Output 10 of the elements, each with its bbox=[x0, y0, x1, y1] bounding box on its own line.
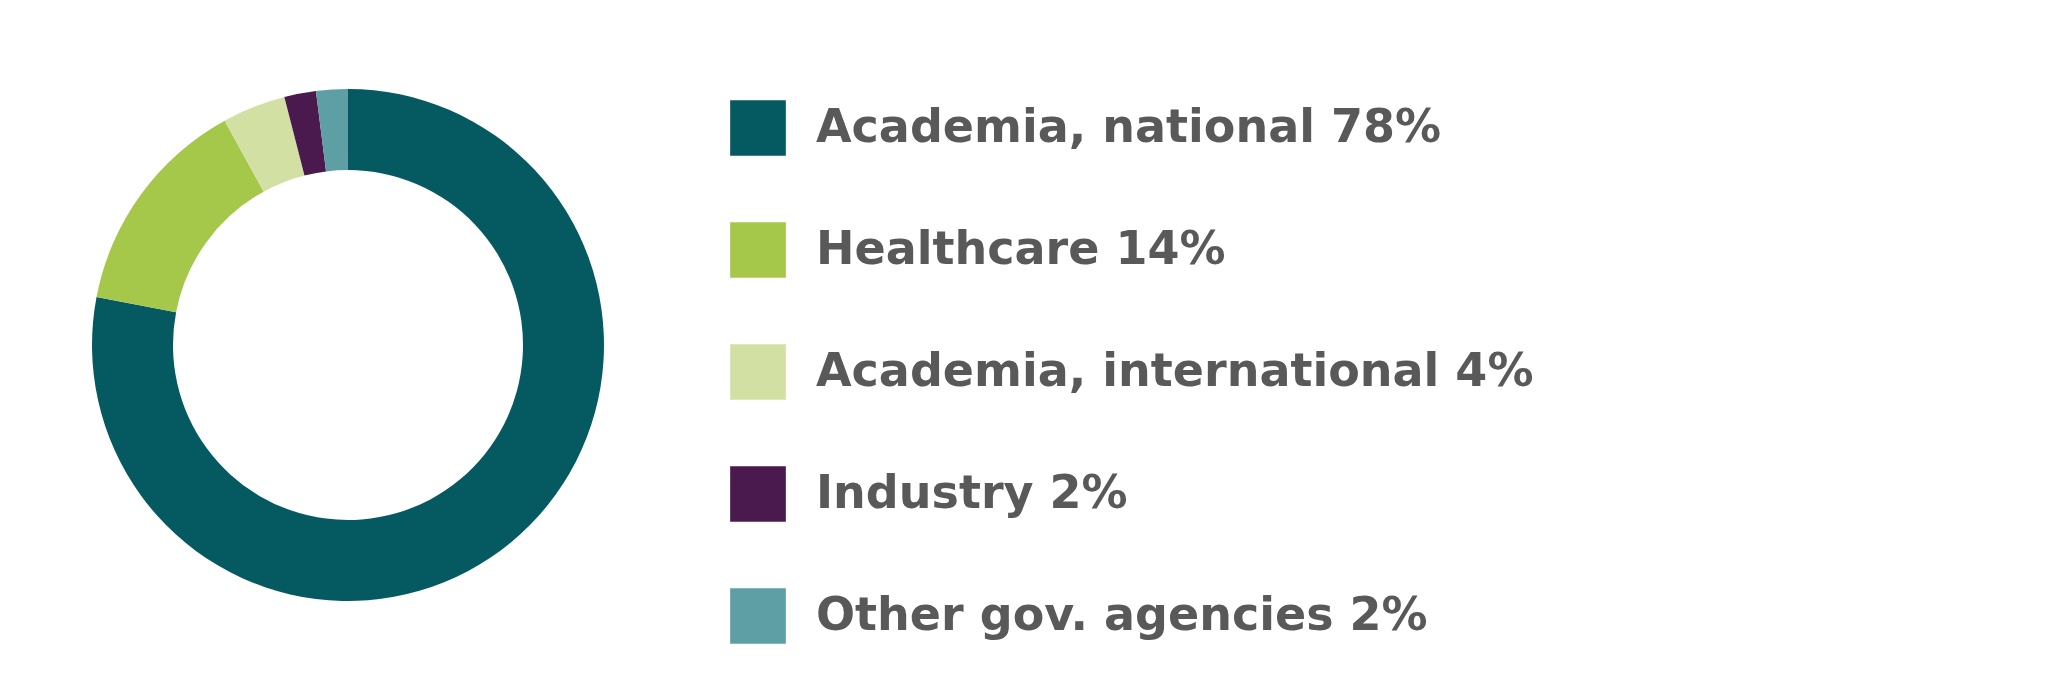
legend-label: Other gov. agencies 2% bbox=[816, 587, 1428, 641]
legend-label: Academia, national 78% bbox=[816, 99, 1442, 153]
donut-slice bbox=[224, 97, 305, 192]
legend-label: Healthcare 14% bbox=[816, 221, 1226, 275]
donut-slice bbox=[96, 120, 264, 313]
legend-label: Industry 2% bbox=[816, 465, 1128, 519]
legend-label: Academia, international 4% bbox=[816, 343, 1534, 397]
donut-slice bbox=[315, 89, 348, 172]
donut-slice bbox=[92, 89, 604, 601]
donut-slice bbox=[284, 91, 327, 176]
